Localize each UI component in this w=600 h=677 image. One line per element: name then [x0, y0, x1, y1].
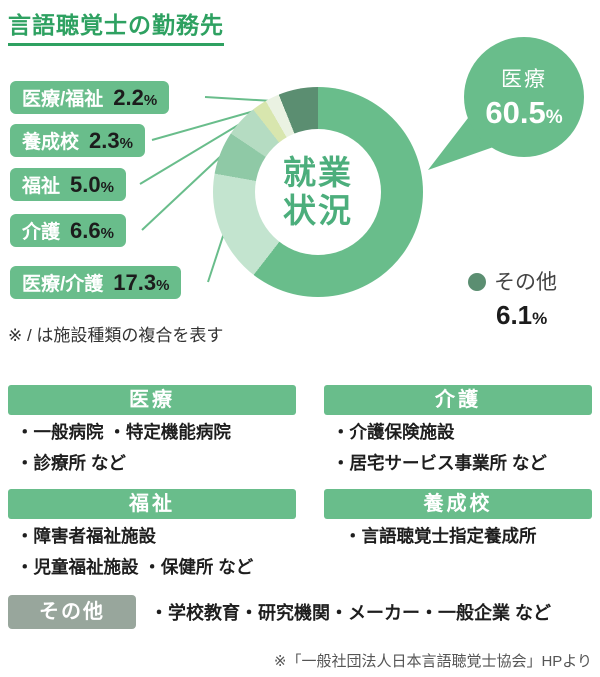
category-medical-line-1: ・一般病院 ・特定機能病院	[16, 422, 231, 442]
category-training-school-line-1: ・言語聴覚士指定養成所	[344, 526, 537, 546]
category-nursing-line-1: ・介護保険施設	[332, 422, 455, 442]
page-title: 言語聴覚士の勤務先	[8, 6, 224, 46]
donut-center: 就業 状況	[255, 129, 381, 255]
other-legend-value-number: 6.1	[496, 300, 533, 330]
connector-line-medical-nursing	[207, 232, 225, 283]
tag-percent-sign: %	[100, 224, 114, 242]
connector-line-nursing	[141, 155, 222, 231]
tag-medical-nursing: 医療/介護 17.3%	[10, 266, 182, 299]
category-nursing-header: 介護	[324, 385, 592, 415]
category-other-header: その他	[8, 595, 136, 629]
tag-label: 医療/介護	[22, 274, 104, 295]
connector-line-medical-welfare	[204, 96, 274, 102]
bubble-percent-sign: %	[545, 107, 563, 128]
tag-value: 17.3%	[113, 270, 169, 296]
tag-label: 介護	[22, 222, 61, 243]
tag-label: 福祉	[22, 176, 61, 197]
tag-percent-sign: %	[156, 276, 170, 294]
category-welfare-line-2: ・児童福祉施設 ・保健所 など	[16, 557, 254, 578]
category-medical: 医療 ・一般病院 ・特定機能病院 ・診療所 など	[8, 385, 296, 477]
category-nursing: 介護 ・介護保険施設 ・居宅サービス事業所 など	[324, 385, 592, 477]
tag-value: 2.3%	[89, 128, 133, 154]
category-training-school: 養成校 ・言語聴覚士指定養成所	[324, 489, 592, 550]
other-legend: その他 6.1%	[468, 266, 557, 331]
source-note: ※「一般社団法人日本言語聴覚士協会」HPより	[273, 653, 592, 670]
tag-percent-sign: %	[100, 178, 114, 196]
category-medical-header: 医療	[8, 385, 296, 415]
tag-value-number: 5.0	[70, 171, 101, 197]
donut-center-label: 就業 状況	[283, 154, 353, 229]
other-legend-label: その他	[494, 271, 557, 294]
tag-label: 医療/福祉	[22, 89, 104, 110]
tag-value-number: 2.2	[113, 84, 144, 110]
medical-bubble: 医療 60.5%	[464, 37, 584, 157]
donut-chart: 就業 状況	[213, 87, 423, 297]
tag-label: 養成校	[22, 132, 80, 153]
tag-value-number: 17.3	[113, 269, 157, 295]
chart-note: ※ / は施設種類の複合を表す	[8, 326, 224, 345]
tag-training-school: 養成校 2.3%	[10, 124, 145, 157]
category-other: その他 ・学校教育・研究機関・メーカー・一般企業 など	[8, 595, 592, 629]
tag-value: 6.6%	[70, 218, 114, 244]
bubble-value: 60.5%	[485, 95, 562, 131]
tag-value-number: 6.6	[70, 217, 101, 243]
category-medical-line-2: ・診療所 など	[16, 453, 126, 474]
category-welfare-line-1: ・障害者福祉施設	[16, 526, 156, 546]
category-welfare: 福祉 ・障害者福祉施設 ・児童福祉施設 ・保健所 など	[8, 489, 296, 581]
category-nursing-line-2: ・居宅サービス事業所 など	[332, 453, 547, 474]
bubble-label: 医療	[501, 68, 547, 91]
tag-percent-sign: %	[119, 134, 133, 152]
other-legend-value: 6.1%	[496, 300, 557, 331]
tag-value-number: 2.3	[89, 127, 120, 153]
category-training-school-header: 養成校	[324, 489, 592, 519]
category-other-text: ・学校教育・研究機関・メーカー・一般企業 など	[150, 603, 551, 623]
tag-percent-sign: %	[143, 91, 158, 109]
tag-nursing: 介護 6.6%	[10, 214, 126, 247]
tag-value: 2.2%	[113, 85, 157, 111]
other-legend-percent-sign: %	[532, 309, 548, 328]
category-welfare-header: 福祉	[8, 489, 296, 519]
bubble-value-number: 60.5	[485, 95, 546, 130]
other-legend-dot-icon	[468, 273, 486, 291]
tag-value: 5.0%	[70, 172, 114, 198]
tag-welfare: 福祉 5.0%	[10, 168, 126, 201]
tag-medical-welfare: 医療/福祉 2.2%	[10, 81, 170, 114]
